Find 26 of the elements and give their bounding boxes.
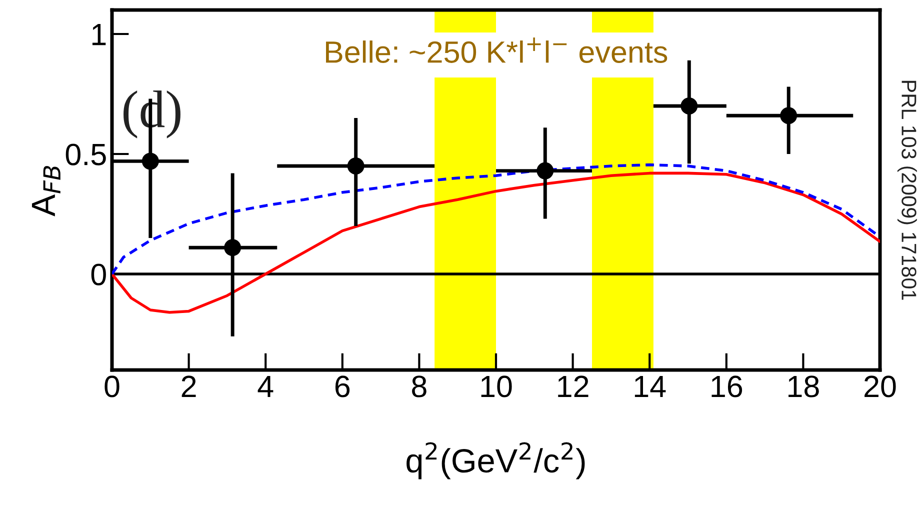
point [142,152,159,170]
line-series [112,172,880,314]
x-tick-label: 0 [104,376,120,398]
x-tick-label: 12 [558,376,588,398]
annotation: Belle: ~250 K*l$^{+}$l$^{−}$ events [326,38,668,63]
x-tick-label: 10 [481,376,512,398]
y-tick-label: 1 [92,24,106,46]
x-tick-label: 16 [712,376,742,398]
point [224,239,242,256]
x-tick-label: 4 [258,376,274,398]
x-tick-label: 8 [412,376,426,398]
y-axis-title: A$_{FB}$ [32,166,60,216]
point [780,107,798,124]
x-tick-label: 2 [182,376,196,398]
x-tick-label: 6 [335,376,350,398]
x-tick-label: 18 [788,376,819,398]
x-tick-label: 20 [864,376,896,398]
text: PRL 103 (2009) 171801 [897,80,917,300]
point [680,97,698,115]
line-series [112,163,880,276]
point [536,162,554,180]
y-tick-label: 0.5 [66,144,106,166]
x-axis-title: q$^{2}$(GeV$^{2}$/c$^{2}$) [406,442,585,480]
point [347,157,364,175]
y-tick-label: 0 [91,264,106,286]
x-tick-label: 14 [634,376,666,398]
